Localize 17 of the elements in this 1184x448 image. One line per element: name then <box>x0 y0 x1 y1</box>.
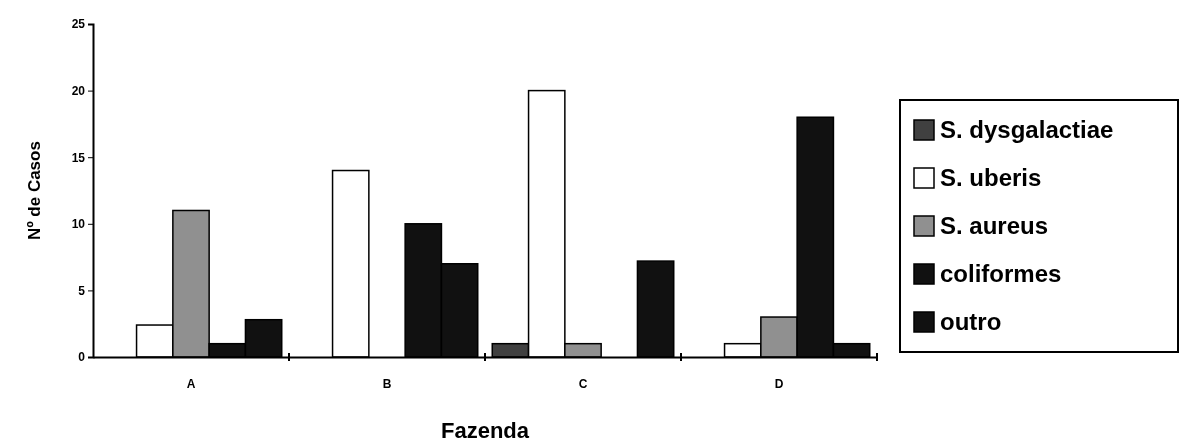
x-axis-title: Fazenda <box>440 418 530 443</box>
y-tick-label: 10 <box>71 217 86 232</box>
legend-label: S. uberis <box>940 164 1042 191</box>
legend-label: S. dysgalactiae <box>940 116 1114 143</box>
x-tick-label: B <box>382 376 392 391</box>
y-tick-label: 25 <box>71 17 86 32</box>
y-axis-title: Nº de Casos <box>25 141 44 240</box>
y-tick-label: 5 <box>78 283 86 298</box>
y-tick-label: 15 <box>71 150 86 165</box>
legend-label: coliformes <box>940 260 1062 287</box>
y-tick-label: 0 <box>78 350 86 365</box>
y-tick-label: 20 <box>71 83 86 98</box>
x-tick-label: D <box>774 376 784 391</box>
legend-label: outro <box>940 308 1002 335</box>
x-tick-label: A <box>186 376 196 391</box>
legend-label: S. aureus <box>940 212 1049 239</box>
x-tick-label: C <box>578 376 588 391</box>
